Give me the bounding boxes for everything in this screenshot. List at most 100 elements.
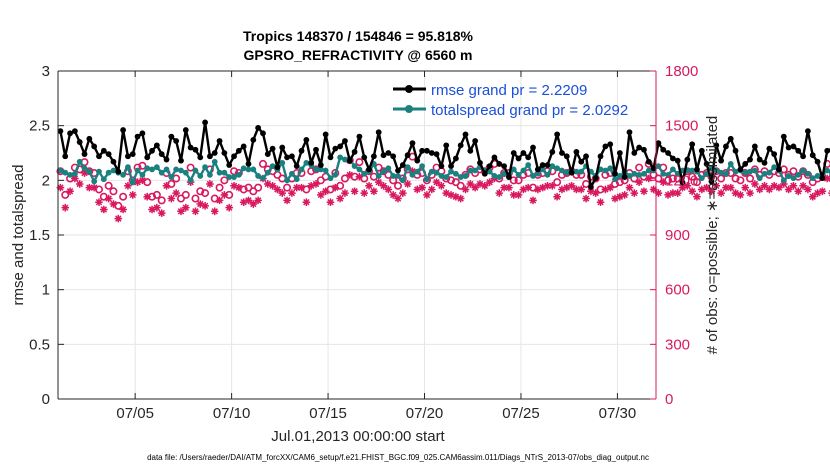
totalspread-point [385,165,392,172]
nposs-point [355,158,364,167]
totalspread-point [602,167,609,174]
totalspread-point [723,170,729,177]
totalspread-point [780,177,787,184]
nposs-point [119,192,128,201]
nused-point [813,189,822,197]
rmse-point [279,144,286,151]
nused-point [336,194,344,203]
nused-point [808,192,817,201]
nused-point [591,189,600,197]
rmse-point [356,133,363,140]
nused-point [408,167,417,176]
nposs-point [196,187,205,196]
totalspread-point [96,168,102,175]
nused-point [587,187,595,196]
totalspread-point [197,173,204,179]
totalspread-point [438,173,445,179]
totalspread-point [149,166,155,173]
totalspread-point [303,159,310,166]
rmse-point [404,152,411,159]
nposs-point [215,183,224,192]
nused-point [611,194,619,203]
nused-point [302,198,311,206]
nused-point [423,191,431,199]
totalspread-point [168,174,175,180]
nused-point [437,182,446,190]
nused-point [495,189,504,197]
nused-point [365,182,373,190]
nposs-point [152,190,161,199]
totalspread-point [718,169,724,176]
rmse-point [559,150,565,156]
nused-point [263,180,272,188]
totalspread-point [279,159,286,166]
nused-point [799,182,807,190]
rmse-point [240,143,247,150]
rmse-point [197,154,204,161]
rmse-point [621,174,628,180]
rmse-point [313,146,319,153]
rmse-point [544,162,551,168]
x-tick-label-3: 07/20 [406,405,444,422]
rmse-point [81,151,88,157]
nused-point [640,187,648,196]
rmse-point [747,156,753,163]
rmse-point [115,168,122,175]
nused-point [321,187,330,196]
totalspread-point [809,175,816,182]
totalspread-point [91,178,98,185]
rmse-point [573,149,580,155]
legend-spread-label: totalspread grand pr = 2.0292 [431,102,628,119]
rmse-point [554,131,561,138]
rmse-point [583,153,589,160]
rmse-point [771,151,778,157]
nposs-point [157,196,166,205]
rmse-point [173,138,180,144]
totalspread-point [231,174,237,180]
nused-point [177,207,185,216]
nused-point [273,185,282,194]
rmse-point [501,163,507,170]
nused-point [779,180,788,188]
rmse-point [62,153,69,160]
nused-point [403,180,412,188]
totalspread-point [380,168,387,175]
totalspread-point [472,167,479,174]
totalspread-point [510,166,517,173]
rmse-point [245,161,252,167]
rmse-point [814,158,821,165]
nused-point [746,189,754,197]
totalspread-point [240,165,247,172]
nused-point [572,185,581,194]
totalspread-point [443,174,450,180]
totalspread-point [742,169,749,176]
nused-point [432,178,441,186]
nused-point [427,185,436,194]
nposs-point [138,161,147,170]
nused-point [418,183,426,192]
rmse-point [539,162,546,168]
totalspread-point [202,164,208,171]
rmse-point [756,156,763,163]
nused-point [61,203,70,212]
totalspread-point [207,171,213,178]
nused-point [461,185,470,194]
rmse-point [448,163,454,170]
rmse-point [428,150,435,156]
nposs-point [615,178,624,187]
rmse-point [780,133,787,140]
totalspread-point [390,173,397,179]
nused-point [731,189,740,197]
totalspread-point [457,174,464,180]
rmse-point [332,145,339,152]
rmse-point [486,163,493,170]
nused-point [341,189,349,197]
nused-point [157,209,166,217]
rmse-point [795,147,802,154]
rmse-point [342,138,348,144]
nposs-point [635,163,644,172]
rmse-point [684,156,691,163]
nused-point [698,185,706,194]
rmse-point [530,144,536,151]
